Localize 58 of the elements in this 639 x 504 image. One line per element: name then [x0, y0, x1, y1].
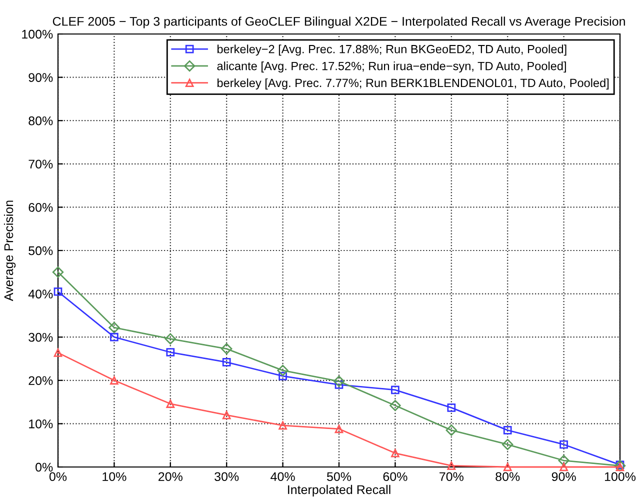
point — [502, 438, 514, 450]
y-tick-label: 10% — [29, 420, 53, 428]
point — [278, 421, 287, 430]
point — [560, 462, 568, 472]
point — [110, 332, 118, 342]
y-tick-label: 60% — [28, 203, 53, 212]
point — [447, 404, 456, 412]
y-tick-label: 20% — [28, 376, 53, 386]
x-tick-label: 100% — [604, 472, 636, 482]
x-tick-label: 40% — [270, 472, 295, 482]
point — [391, 448, 400, 458]
y-tick-label: 100% — [22, 30, 53, 39]
x-tick-label: 90% — [552, 472, 576, 482]
point — [108, 322, 120, 334]
x-tick-label: 50% — [326, 472, 352, 482]
x-tick-label: 80% — [496, 472, 520, 482]
x-axis-title: Interpolated Recall — [288, 484, 390, 497]
point — [334, 380, 344, 389]
point — [110, 376, 118, 385]
point — [333, 376, 345, 387]
point — [52, 266, 64, 278]
y-tick-label: 0% — [36, 462, 53, 472]
legend-label: alicante [Avg. Prec. 17.52%; Run irua−ende−syn, TD Auto, Pooled] — [217, 62, 566, 73]
x-tick-label: 70% — [440, 472, 464, 482]
x-tick-label: 0% — [49, 472, 67, 482]
y-tick-label: 90% — [28, 73, 53, 82]
y-axis-title: Average Precision — [4, 200, 16, 302]
point — [446, 424, 458, 436]
point — [54, 348, 62, 357]
x-tick-label: 20% — [158, 472, 182, 482]
y-tick-label: 50% — [28, 246, 53, 256]
legend-label: berkeley [Avg. Prec. 7.77%; Run BERK1BLENDENOL01, TD Auto, Pooled] — [218, 78, 609, 90]
point — [278, 372, 287, 380]
y-tick-label: 40% — [28, 290, 53, 298]
y-tick-label: 80% — [28, 116, 53, 126]
chart-title: CLEF 2005 − Top 3 participants of GeoCLEF Bilingual X2DE − Interpolated Recall vs Average Precision — [52, 16, 625, 28]
point — [334, 424, 344, 434]
y-tick-label: 70% — [28, 160, 53, 169]
point — [222, 410, 231, 420]
point — [164, 333, 176, 344]
y-tick-label: 30% — [28, 332, 53, 342]
x-tick-label: 60% — [383, 472, 408, 482]
point — [503, 462, 512, 472]
point — [54, 287, 62, 296]
point — [166, 348, 175, 356]
point — [277, 364, 288, 376]
point — [222, 358, 231, 366]
point — [503, 426, 512, 434]
point — [560, 440, 568, 449]
point — [390, 400, 401, 412]
x-tick-label: 10% — [102, 472, 126, 482]
point — [220, 343, 232, 354]
legend-label: berkeley−2 [Avg. Prec. 17.88%; Run BKGeoED2, TD Auto, Pooled] — [218, 44, 566, 56]
x-tick-label: 30% — [214, 472, 239, 482]
point — [166, 400, 175, 408]
point — [558, 454, 570, 466]
point — [447, 462, 456, 470]
point — [391, 386, 400, 394]
